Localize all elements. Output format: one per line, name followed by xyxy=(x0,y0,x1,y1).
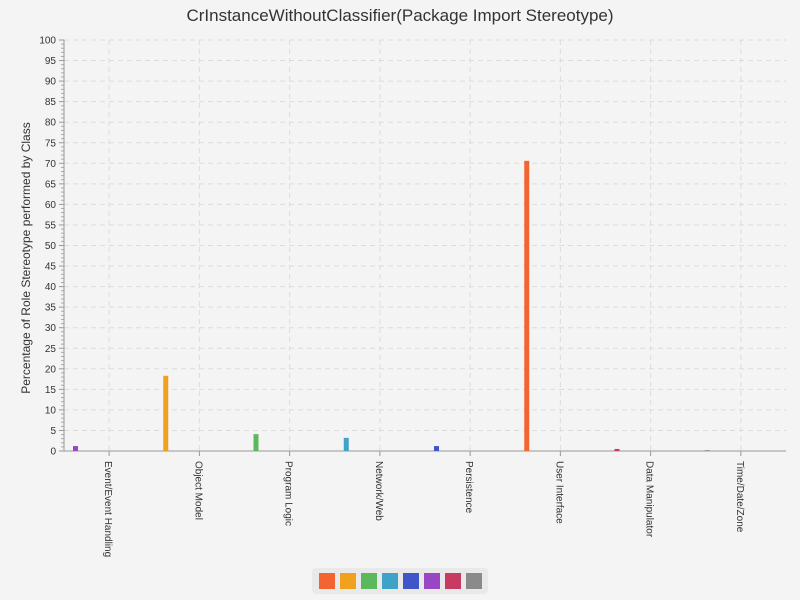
y-tick-label: 40 xyxy=(45,282,57,293)
x-category-label: Object Model xyxy=(192,461,203,520)
y-tick-label: 60 xyxy=(45,200,57,211)
bar xyxy=(434,446,439,451)
legend-swatch xyxy=(381,573,398,589)
y-tick-label: 25 xyxy=(45,344,57,355)
legend-swatch xyxy=(444,573,461,589)
bar xyxy=(524,160,530,452)
y-tick-label: 0 xyxy=(50,447,56,458)
y-tick-label: 75 xyxy=(45,138,57,149)
x-category-label: Persistence xyxy=(463,461,474,514)
x-category-label: Program Logic xyxy=(283,461,294,526)
y-tick-label: 10 xyxy=(45,405,57,416)
y-tick-label: 95 xyxy=(45,56,57,67)
y-tick-label: 85 xyxy=(45,97,57,108)
y-tick-label: 45 xyxy=(45,262,57,273)
x-category-label: Data Manipulator xyxy=(644,461,655,538)
y-tick-label: 50 xyxy=(45,241,57,252)
y-tick-label: 55 xyxy=(45,220,57,231)
legend-swatch xyxy=(318,573,335,589)
legend xyxy=(312,568,488,594)
legend-swatch xyxy=(402,573,419,589)
x-category-label: Event/Event Handling xyxy=(102,461,113,557)
bar xyxy=(253,434,259,451)
x-category-label: Network/Web xyxy=(373,461,384,521)
y-tick-label: 65 xyxy=(45,179,57,190)
bar xyxy=(73,446,78,451)
y-tick-label: 20 xyxy=(45,364,57,375)
y-tick-label: 35 xyxy=(45,303,57,314)
y-tick-label: 80 xyxy=(45,118,57,129)
x-category-label: User Interface xyxy=(553,461,564,524)
y-tick-label: 90 xyxy=(45,77,57,88)
legend-swatch xyxy=(423,573,440,589)
bar xyxy=(343,437,349,451)
y-tick-label: 15 xyxy=(45,385,57,396)
legend-swatch xyxy=(339,573,356,589)
y-tick-label: 30 xyxy=(45,323,57,334)
chart-title: CrInstanceWithoutClassifier(Package Impo… xyxy=(186,6,614,25)
y-tick-label: 5 xyxy=(50,426,56,437)
bar xyxy=(704,450,710,451)
x-category-label: Time/Date/Zone xyxy=(734,461,745,533)
legend-swatch xyxy=(360,573,377,589)
legend-swatch xyxy=(465,573,482,589)
bar xyxy=(614,448,620,451)
y-tick-label: 70 xyxy=(45,159,57,170)
y-tick-label: 100 xyxy=(39,36,56,47)
bar xyxy=(163,375,169,451)
